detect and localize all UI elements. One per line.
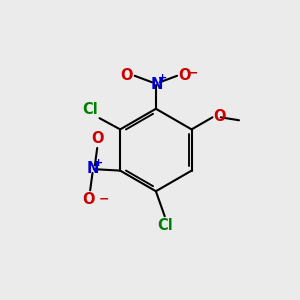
Text: O: O: [214, 109, 226, 124]
Text: +: +: [158, 73, 167, 83]
Text: N: N: [87, 161, 99, 176]
Text: Cl: Cl: [158, 218, 173, 233]
Text: −: −: [188, 67, 198, 80]
Text: O: O: [178, 68, 191, 83]
Text: N: N: [150, 76, 163, 92]
Text: +: +: [94, 158, 103, 168]
Text: Cl: Cl: [82, 102, 98, 117]
Text: O: O: [121, 68, 133, 83]
Text: O: O: [91, 131, 103, 146]
Text: O: O: [82, 192, 95, 207]
Text: −: −: [98, 192, 109, 205]
